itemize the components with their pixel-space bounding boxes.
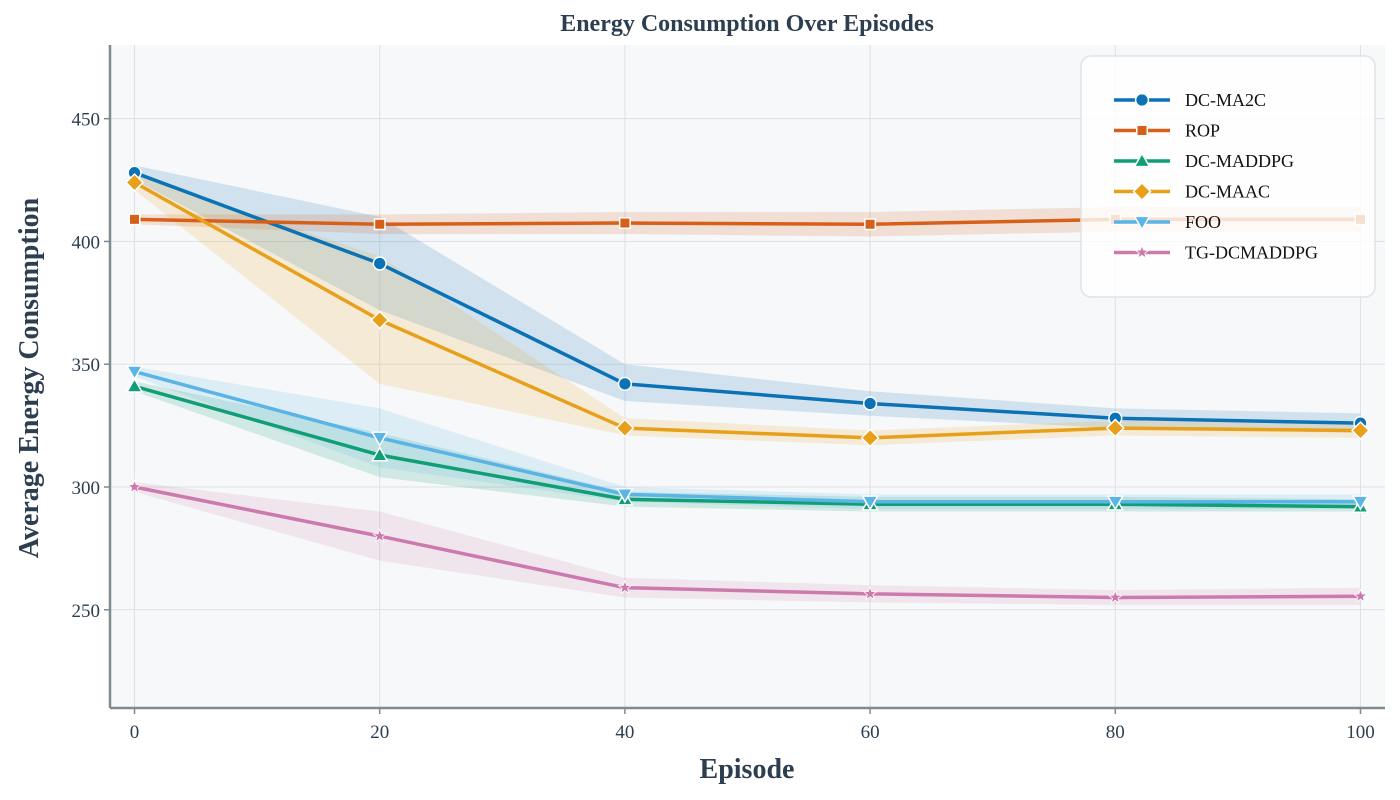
data-point-dc-ma2c: [862, 396, 878, 411]
x-tick-label: 80: [1106, 722, 1125, 743]
data-point-tg-dcmaddpg: [372, 528, 388, 543]
x-tick-label: 60: [861, 722, 880, 743]
data-point-foo: [1351, 495, 1370, 511]
data-point-rop: [128, 213, 141, 226]
ticks: 0 20 40 60 80 100 250 300 350 400 450: [72, 110, 1375, 743]
y-axis-label: Average Energy Consumption: [14, 197, 45, 558]
legend-label: DC-MAAC: [1185, 182, 1270, 202]
legend-label: TG-DCMADDPG: [1185, 243, 1318, 263]
y-tick-label: 450: [72, 110, 101, 131]
data-point-foo: [370, 431, 389, 447]
y-tick-label: 300: [72, 478, 101, 499]
data-point-foo: [125, 365, 144, 381]
chart-title: Energy Consumption Over Episodes: [560, 11, 934, 37]
data-point-dc-ma2c: [617, 376, 633, 392]
data-point-dc-maac: [860, 428, 880, 448]
series-line-foo: [134, 369, 1361, 504]
series-line-dc-maddpg: [134, 384, 1361, 509]
data-point-dc-maac: [370, 310, 390, 330]
data-point-dc-maac: [1350, 420, 1371, 441]
data-point-foo: [1106, 495, 1125, 511]
data-point-dc-ma2c: [372, 256, 387, 271]
data-point-dc-maddpg: [370, 446, 389, 462]
legend-marker-rop: [1136, 124, 1148, 137]
legend-label: DC-MADDPG: [1185, 151, 1294, 171]
y-tick-label: 250: [72, 601, 101, 622]
legend-marker-dc-ma2c: [1134, 92, 1150, 108]
series-line-dc-maac: [133, 180, 1361, 440]
data-point-foo: [861, 495, 879, 511]
band-dc-maddpg: [134, 381, 1361, 512]
data-point-rop: [373, 218, 386, 231]
legend-box: [1080, 55, 1376, 298]
series-line-tg-dcmaddpg: [134, 485, 1361, 600]
y-tick-label: 400: [72, 232, 101, 253]
data-point-dc-maac: [1105, 418, 1125, 438]
band-rop: [134, 207, 1361, 237]
data-point-rop: [618, 217, 631, 230]
legend-marker-foo: [1133, 215, 1151, 232]
data-point-dc-maac: [615, 418, 635, 438]
band-dc-maac: [134, 175, 1361, 446]
legend-marker-tg-dcmaddpg: [1134, 244, 1150, 259]
axes: [108, 45, 1385, 710]
x-tick-label: 100: [1346, 722, 1375, 743]
legend: DC-MA2C ROP DC-MADDPG DC-MAAC FOO TG-DCMADDPG: [1080, 55, 1376, 298]
band-dc-ma2c: [134, 165, 1361, 433]
x-tick-label: 40: [615, 722, 634, 743]
data-point-tg-dcmaddpg: [1352, 588, 1368, 603]
y-tick-label: 350: [72, 355, 101, 376]
data-point-foo: [616, 487, 634, 504]
data-point-tg-dcmaddpg: [127, 479, 143, 494]
data-point-dc-maddpg: [125, 377, 144, 393]
data-point-tg-dcmaddpg: [862, 585, 878, 601]
band-foo: [134, 366, 1361, 510]
x-axis-label: Episode: [700, 754, 795, 785]
data-point-tg-dcmaddpg: [617, 579, 633, 595]
x-tick-label: 20: [370, 722, 389, 743]
data-point-tg-dcmaddpg: [1107, 589, 1123, 604]
data-point-rop: [864, 218, 877, 231]
confidence-bands: [134, 165, 1361, 605]
series-line-dc-ma2c: [133, 171, 1361, 425]
legend-marker-dc-maac: [1132, 181, 1152, 202]
series-markers: [124, 165, 1371, 604]
legend-label: FOO: [1185, 212, 1221, 232]
legend-label: DC-MA2C: [1185, 90, 1266, 110]
data-point-dc-maac: [124, 172, 145, 193]
band-tg-dcmaddpg: [134, 482, 1361, 605]
legend-marker-dc-maddpg: [1133, 151, 1151, 168]
x-tick-label: 0: [130, 722, 140, 743]
legend-label: ROP: [1185, 121, 1220, 141]
